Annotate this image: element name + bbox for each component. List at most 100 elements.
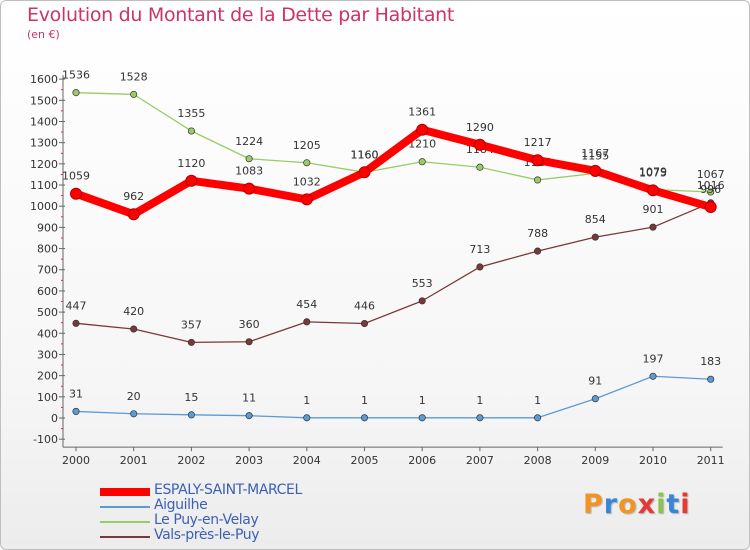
data-point <box>473 138 486 151</box>
x-tick-label: 2008 <box>524 454 552 467</box>
data-point <box>185 174 198 187</box>
data-point <box>303 159 311 167</box>
data-point <box>245 155 253 163</box>
x-tick-label: 2010 <box>639 454 667 467</box>
logo-letter: o <box>618 489 638 520</box>
data-point <box>591 395 599 403</box>
y-tick-label: 1300 <box>30 137 58 150</box>
logo-letter: P <box>583 489 604 520</box>
data-label: 1032 <box>293 175 321 188</box>
legend-label: Le Puy-en-Velay <box>154 512 259 528</box>
data-label: 996 <box>700 183 721 196</box>
logo-letter: i <box>656 489 667 520</box>
data-label: 1083 <box>235 165 263 178</box>
data-point <box>130 410 138 418</box>
data-label: 447 <box>66 299 87 312</box>
data-point <box>127 208 140 221</box>
legend-swatch <box>100 521 150 523</box>
data-label: 420 <box>123 305 144 318</box>
data-point <box>130 325 138 333</box>
data-label: 11 <box>242 392 256 405</box>
data-point <box>531 154 544 167</box>
x-tick-label: 2006 <box>408 454 436 467</box>
data-point <box>300 193 313 206</box>
y-tick-label: -100 <box>33 433 58 446</box>
data-label: 1290 <box>466 121 494 134</box>
data-label: 1079 <box>639 165 667 178</box>
data-label: 183 <box>700 355 721 368</box>
x-tick-label: 2007 <box>466 454 494 467</box>
data-label: 1 <box>419 394 426 407</box>
y-tick-label: 600 <box>37 285 58 298</box>
data-label: 1210 <box>408 138 436 151</box>
data-label: 1217 <box>524 136 552 149</box>
data-label: 1 <box>476 394 483 407</box>
data-point <box>187 127 195 135</box>
data-label: 1355 <box>177 107 205 120</box>
data-point <box>534 176 542 184</box>
x-tick-label: 2001 <box>120 454 148 467</box>
data-label: 1067 <box>697 168 725 181</box>
data-label: 357 <box>181 318 202 331</box>
legend-swatch <box>100 536 150 538</box>
data-label: 1 <box>303 394 310 407</box>
data-point <box>72 319 80 327</box>
series-line-aiguilhe <box>75 375 712 419</box>
data-point <box>358 166 371 179</box>
data-point <box>649 372 657 380</box>
data-point <box>72 407 80 415</box>
data-label: 962 <box>123 190 144 203</box>
data-point <box>418 158 426 166</box>
legend-label: Vals-près-le-Puy <box>154 527 260 543</box>
data-label: 15 <box>184 391 198 404</box>
data-point <box>303 318 311 326</box>
y-tick-label: 1500 <box>30 94 58 107</box>
data-label: 91 <box>588 375 602 388</box>
data-label: 553 <box>412 277 433 290</box>
y-tick-label: 1000 <box>30 200 58 213</box>
data-point <box>187 411 195 419</box>
y-tick-label: 100 <box>37 391 58 404</box>
y-tick-label: 1600 <box>30 73 58 86</box>
data-point <box>707 375 715 383</box>
x-tick-label: 2005 <box>351 454 379 467</box>
data-label: 360 <box>239 318 260 331</box>
data-point <box>245 338 253 346</box>
data-label: 31 <box>69 387 83 400</box>
y-tick-label: 1100 <box>30 179 58 192</box>
data-label: 1160 <box>351 148 379 161</box>
data-point <box>130 90 138 98</box>
x-tick-label: 2002 <box>177 454 205 467</box>
data-label: 1224 <box>235 135 263 148</box>
data-point <box>416 123 429 136</box>
data-label: 788 <box>527 227 548 240</box>
data-point <box>360 319 369 328</box>
data-label: 1528 <box>120 70 148 83</box>
legend-label: Aiguilhe <box>154 497 208 513</box>
x-tick-label: 2009 <box>581 454 609 467</box>
data-label: 1075 <box>639 166 667 179</box>
data-label: 446 <box>354 300 375 313</box>
y-tick-label: 400 <box>37 327 58 340</box>
data-point <box>589 164 602 177</box>
legend-swatch <box>100 488 150 496</box>
data-point <box>647 184 659 197</box>
data-label: 713 <box>469 243 490 256</box>
data-label: 1536 <box>62 69 90 82</box>
x-tick-label: 2003 <box>235 454 263 467</box>
data-label: 1361 <box>408 106 436 119</box>
y-tick-label: 300 <box>37 348 58 361</box>
data-point <box>418 414 426 422</box>
y-tick-label: 900 <box>37 221 58 234</box>
data-point <box>187 338 195 346</box>
logo-letter: i <box>680 489 691 520</box>
chart-subtitle: (en €) <box>27 28 60 41</box>
data-point <box>591 233 599 241</box>
data-point <box>70 187 82 200</box>
data-label: 901 <box>643 203 664 216</box>
data-label: 1 <box>534 394 541 407</box>
data-point <box>476 414 484 422</box>
data-point <box>534 247 542 255</box>
